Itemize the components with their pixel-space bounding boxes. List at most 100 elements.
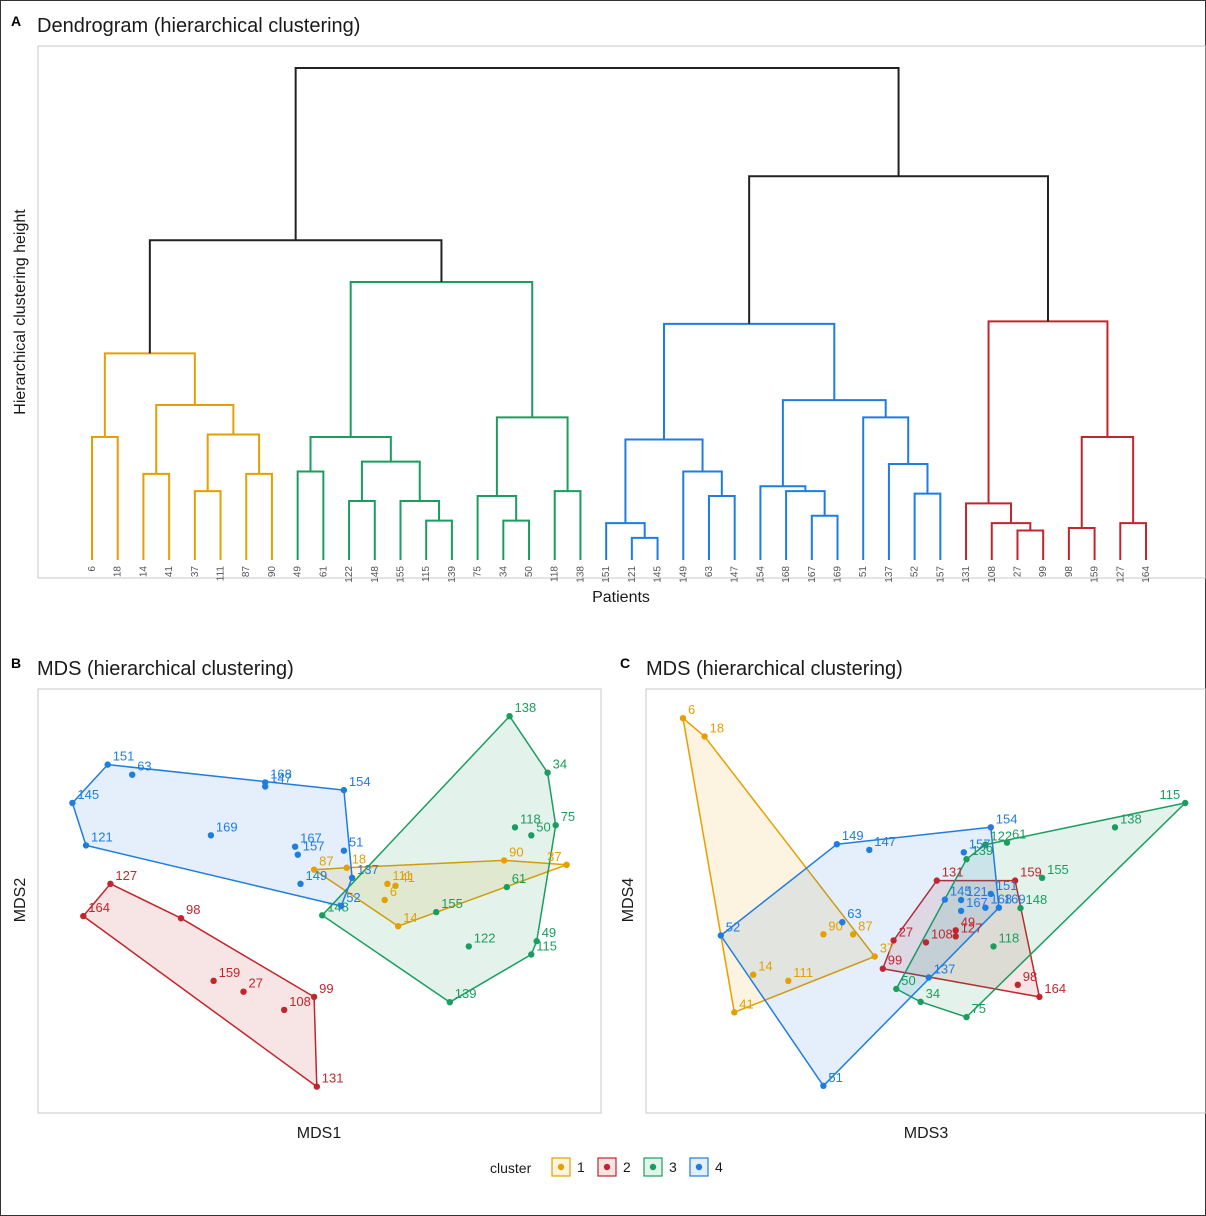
point-41 [392,882,399,889]
cluster-hull-4 [720,826,1000,1087]
leaf-label-167: 167 [807,566,818,583]
point-155 [1038,874,1046,881]
point-label-118: 118 [999,930,1020,945]
point-6 [381,896,388,904]
leaf-label-41: 41 [164,566,175,578]
panel-b-letter: B [11,655,21,671]
point-148 [1017,904,1024,912]
leaf-label-138: 138 [575,566,586,583]
panel-c-title: MDS (hierarchical clustering) [646,658,903,680]
leaf-label-159: 159 [1090,566,1101,583]
point-label-111: 111 [793,965,813,980]
point-label-75: 75 [561,809,575,824]
leaf-label-49: 49 [293,566,304,578]
leaf-label-139: 139 [447,566,458,583]
point-label-37: 37 [547,849,561,864]
point-61 [1003,839,1011,846]
point-99 [879,965,886,972]
point-98 [177,915,185,922]
point-121 [82,842,90,849]
legend-label-4: 4 [715,1159,723,1175]
point-154 [987,824,994,831]
leaf-label-155: 155 [395,566,406,583]
point-label-139: 139 [455,986,477,1001]
leaf-label-50: 50 [524,566,535,578]
point-118 [511,824,519,831]
point-label-155: 155 [441,896,463,911]
mds34-x-axis-title: MDS3 [904,1125,949,1142]
dendrogram-plot-area [37,45,1206,579]
point-label-148: 148 [1026,892,1048,907]
point-27 [240,988,247,995]
cluster-hull-2 [82,883,318,1088]
point-label-155: 155 [1047,862,1069,877]
point-149 [833,841,841,848]
point-6 [679,715,687,722]
point-122 [982,841,989,848]
leaf-label-111: 111 [216,566,227,582]
legend-dot-1 [557,1163,565,1171]
point-52 [717,932,724,939]
point-label-14: 14 [403,910,417,925]
leaf-label-14: 14 [138,566,149,578]
point-138 [506,713,513,720]
point-label-137: 137 [357,862,379,877]
point-75 [552,822,559,829]
point-138 [1111,824,1119,831]
point-label-115: 115 [536,939,557,954]
point-168 [982,904,989,911]
point-label-50: 50 [536,819,550,834]
leaf-label-98: 98 [1064,566,1075,578]
leaf-label-164: 164 [1141,566,1152,583]
point-label-157: 157 [969,836,991,851]
point-label-37: 37 [880,941,894,956]
point-label-90: 90 [509,844,523,859]
legend-title: cluster [490,1160,532,1176]
point-label-51: 51 [349,835,363,850]
leaf-label-115: 115 [421,566,432,582]
point-label-6: 6 [390,884,397,899]
point-label-167: 167 [966,895,988,910]
point-99 [310,993,318,1001]
leaf-label-121: 121 [627,566,638,583]
leaf-label-75: 75 [473,566,484,578]
point-131 [313,1083,320,1090]
point-14 [395,923,402,930]
point-167 [957,907,965,915]
point-label-147: 147 [270,771,292,786]
point-label-147: 147 [874,834,896,849]
point-label-52: 52 [346,890,360,905]
point-90 [500,857,508,864]
leaf-label-51: 51 [858,566,869,578]
point-18 [701,733,708,740]
point-131 [933,877,940,884]
leaf-label-6: 6 [87,566,98,572]
point-51 [340,847,348,854]
point-147 [866,846,873,854]
leaf-label-151: 151 [601,566,612,583]
point-87 [310,866,318,873]
point-34 [544,769,551,776]
point-167 [291,843,299,850]
point-127 [952,933,959,940]
point-121 [957,896,965,904]
point-41 [731,1009,738,1016]
leaf-label-87: 87 [241,566,252,578]
point-18 [343,864,350,871]
point-49 [952,927,959,934]
point-label-49: 49 [961,914,975,929]
point-label-131: 131 [322,1071,344,1086]
point-151 [987,890,994,898]
legend-dot-2 [603,1163,611,1171]
leaf-label-145: 145 [653,566,664,583]
leaf-label-61: 61 [318,566,329,578]
point-145 [941,896,949,903]
point-label-138: 138 [1120,811,1142,826]
leaf-label-168: 168 [781,566,792,583]
point-label-18: 18 [352,852,366,867]
point-label-148: 148 [327,899,349,914]
point-37 [563,861,570,868]
